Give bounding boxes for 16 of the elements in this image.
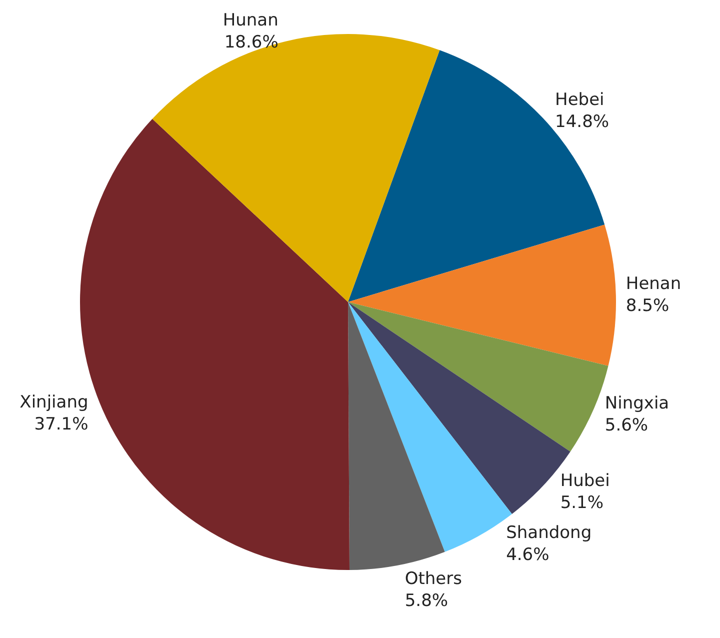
- slice-label: Others: [404, 569, 462, 590]
- data-label: 8.5%: [626, 296, 670, 316]
- data-label: 18.6%: [224, 32, 278, 53]
- slice-label: Hubei: [560, 470, 610, 491]
- slice-label: Xinjiang: [20, 392, 88, 412]
- slice-label: Henan: [626, 274, 682, 294]
- data-label: 5.1%: [560, 492, 604, 513]
- slice-label: Hunan: [222, 10, 278, 31]
- data-label: 5.6%: [604, 415, 648, 436]
- data-label: 5.8%: [404, 591, 448, 612]
- slice-label: Hebei: [555, 90, 604, 110]
- data-label: 4.6%: [506, 545, 550, 566]
- slice-label: Ningxia: [604, 393, 670, 414]
- data-label: 37.1%: [34, 414, 88, 434]
- data-label: 14.8%: [555, 112, 610, 132]
- slice-label: Shandong: [506, 523, 592, 544]
